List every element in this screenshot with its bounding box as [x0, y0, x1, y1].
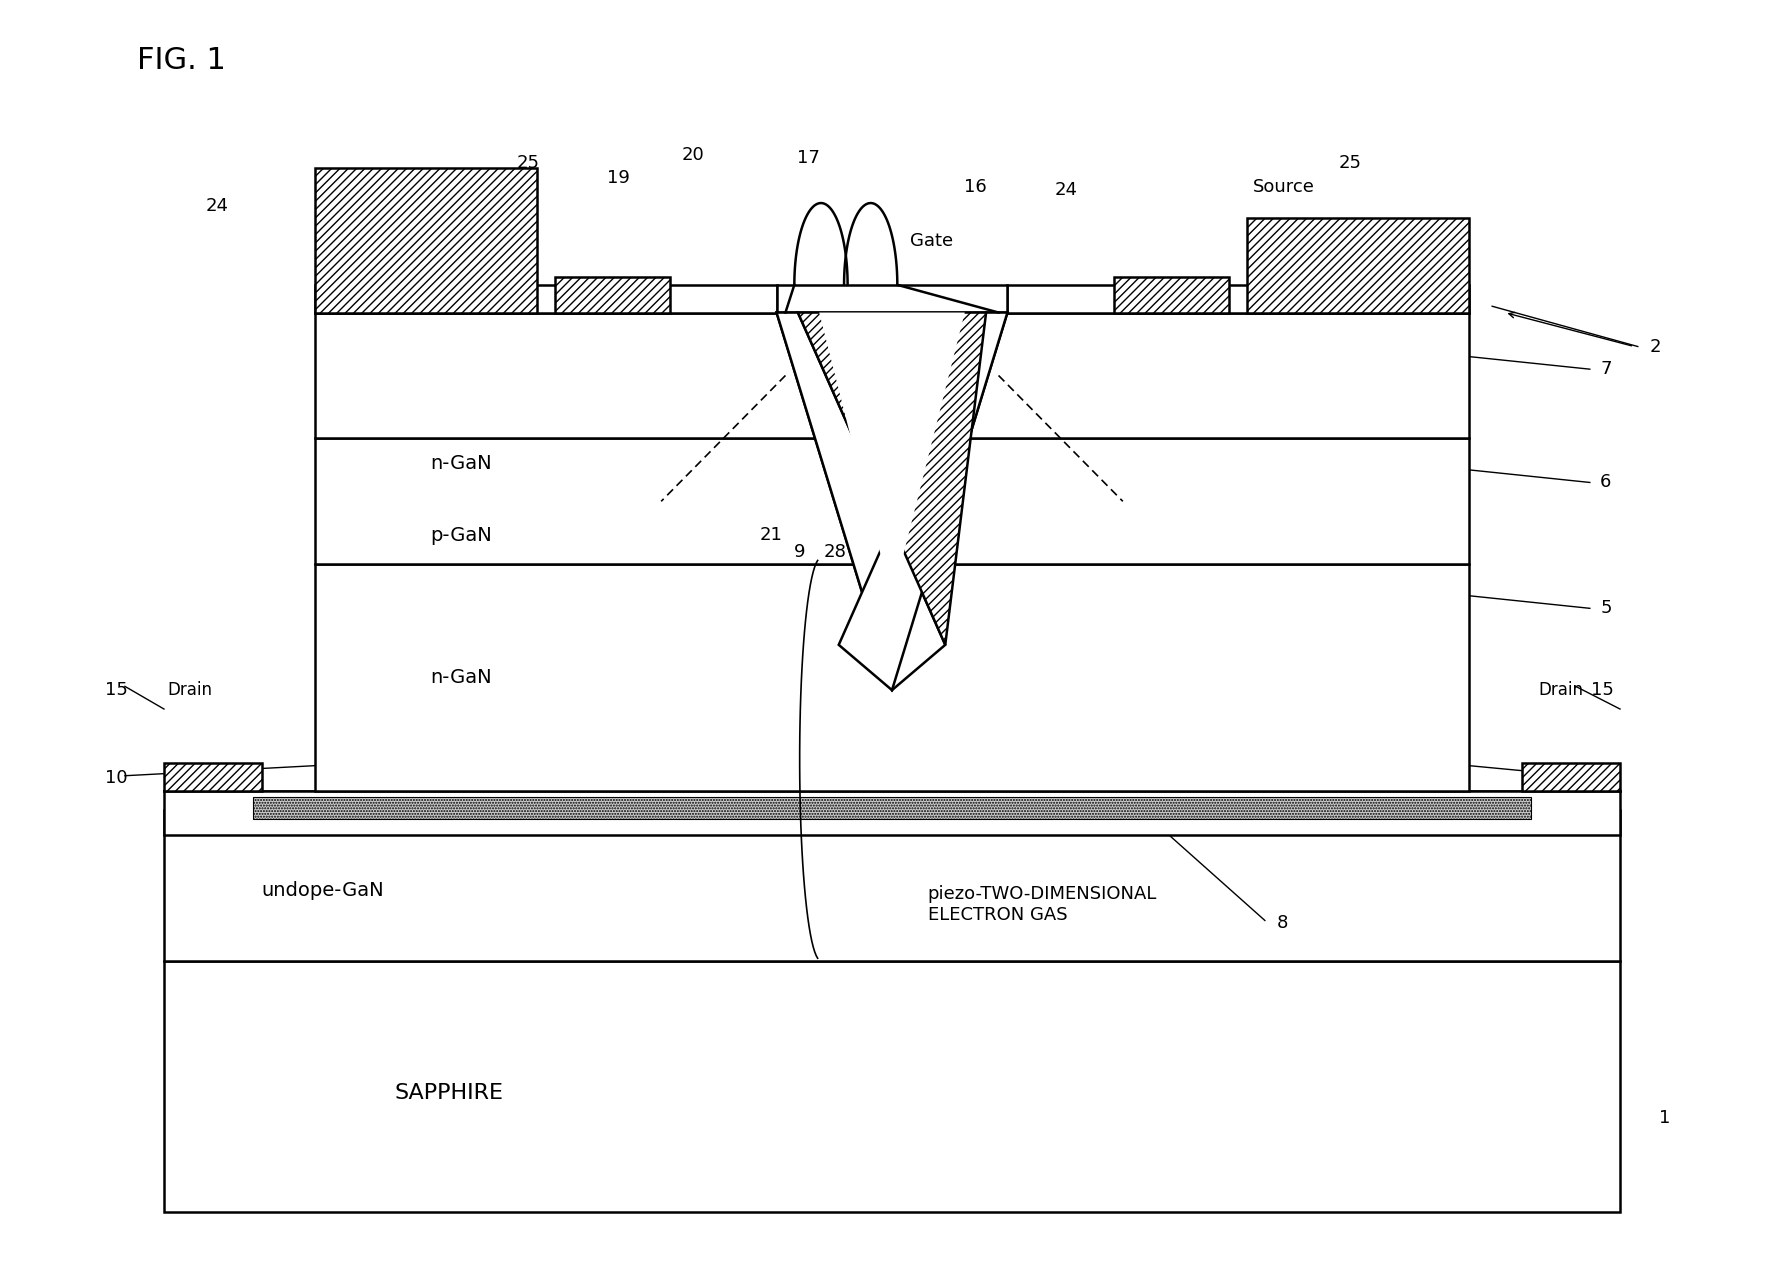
Text: 25: 25	[1338, 153, 1361, 172]
Text: 2: 2	[1650, 337, 1661, 356]
Text: Gate: Gate	[910, 232, 953, 250]
Text: SAPPHIRE: SAPPHIRE	[394, 1083, 503, 1102]
Text: 9: 9	[794, 542, 805, 561]
Bar	[253, 797, 1531, 818]
Text: 10: 10	[105, 769, 127, 787]
Text: n-AlGaN: n-AlGaN	[483, 805, 564, 824]
Bar	[1113, 277, 1229, 313]
Polygon shape	[776, 313, 946, 691]
Text: piezo-TWO-DIMENSIONAL
ELECTRON GAS: piezo-TWO-DIMENSIONAL ELECTRON GAS	[928, 884, 1156, 924]
Bar	[316, 438, 1468, 564]
Polygon shape	[838, 313, 1008, 691]
Text: 21: 21	[760, 526, 783, 545]
Text: Source: Source	[355, 174, 417, 191]
Bar	[776, 285, 1008, 313]
Text: 24: 24	[205, 196, 228, 214]
Bar	[555, 277, 671, 313]
Text: Source: Source	[1252, 177, 1315, 195]
Text: FIG. 1: FIG. 1	[137, 47, 227, 75]
Text: 8: 8	[1277, 914, 1288, 933]
Text: 19: 19	[607, 169, 630, 186]
Text: 15: 15	[1591, 682, 1615, 699]
Text: 15: 15	[105, 682, 127, 699]
Bar	[1522, 763, 1620, 791]
Text: 25: 25	[517, 153, 539, 172]
Text: Drain: Drain	[168, 682, 212, 699]
Bar	[316, 285, 776, 313]
Text: 24: 24	[1054, 181, 1078, 199]
Bar	[1008, 285, 1468, 313]
Text: 16: 16	[963, 177, 987, 195]
Text: Drain: Drain	[1538, 682, 1584, 699]
Text: 1: 1	[1659, 1109, 1670, 1128]
Text: 7: 7	[1600, 360, 1611, 378]
Bar	[164, 763, 262, 791]
Text: n-GaN: n-GaN	[430, 454, 492, 473]
Polygon shape	[819, 313, 965, 599]
Text: undope-GaN: undope-GaN	[262, 881, 384, 900]
Text: p-GaN: p-GaN	[430, 526, 492, 545]
Bar	[1247, 218, 1468, 313]
Bar	[164, 960, 1620, 1213]
Polygon shape	[797, 313, 987, 645]
Text: 20: 20	[681, 146, 705, 165]
Bar	[316, 564, 1468, 791]
Text: 21: 21	[904, 526, 926, 545]
Polygon shape	[776, 313, 1008, 691]
Text: 6: 6	[1600, 474, 1611, 492]
Bar	[316, 313, 1468, 438]
Text: n-GaN: n-GaN	[430, 668, 492, 687]
Bar	[164, 810, 1620, 960]
Text: 5: 5	[1600, 599, 1611, 617]
Bar	[164, 791, 1620, 835]
Bar	[316, 167, 537, 313]
Text: 17: 17	[797, 148, 821, 167]
Text: 10: 10	[1591, 769, 1613, 787]
Text: 28: 28	[824, 542, 847, 561]
